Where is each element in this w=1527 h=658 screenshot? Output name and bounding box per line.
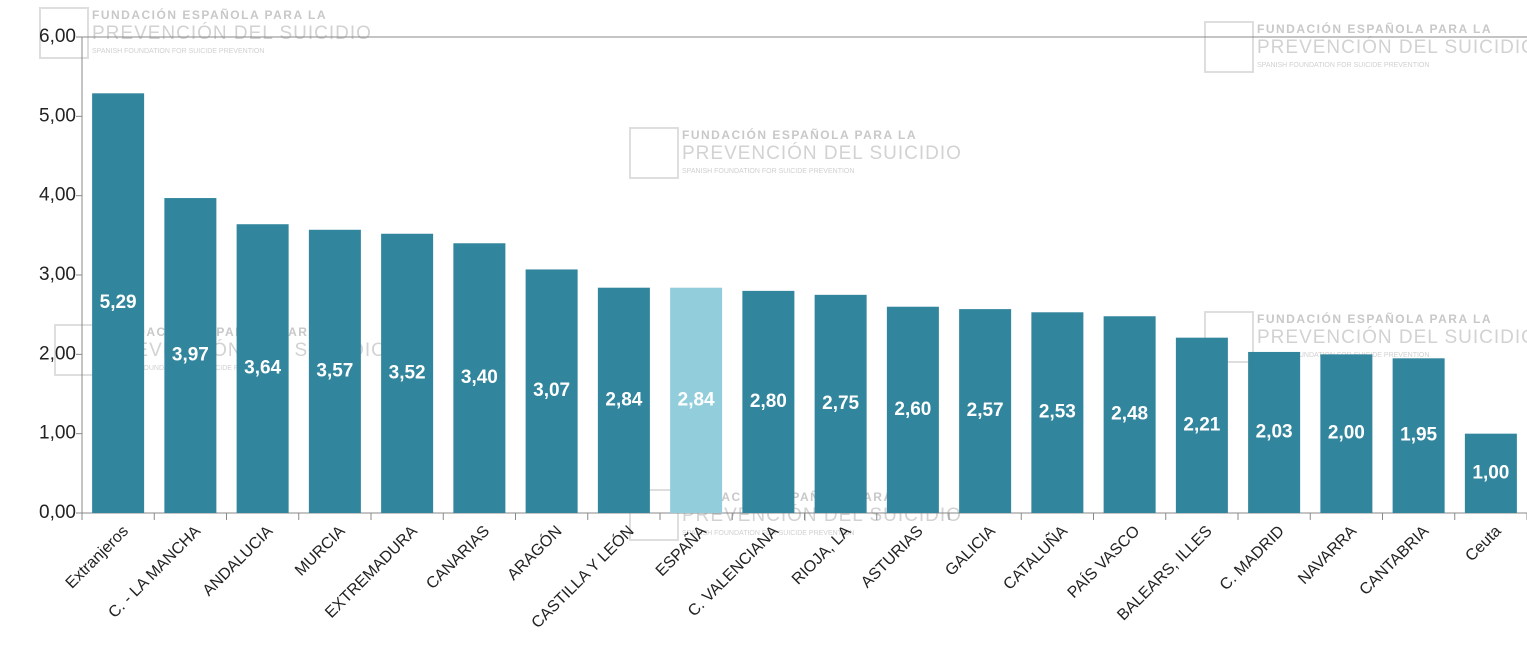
bar [1103,316,1156,513]
bar [1464,433,1517,513]
value-label: 1,95 [1400,425,1437,446]
x-tick-label: CATALUÑA [998,520,1071,593]
value-label: 2,80 [750,391,787,412]
bar [381,233,434,513]
x-tick-label: PAÍS VASCO [1063,521,1143,601]
x-tick-label: ASTURIAS [858,523,927,592]
x-tick-label: CANTABRIA [1356,523,1432,599]
watermark-frame [629,127,679,179]
value-label: 2,75 [822,393,859,414]
bar [1175,337,1228,513]
y-tick-label: 3,00 [39,264,76,285]
bar [742,290,795,513]
watermark-line: SPANISH FOUNDATION FOR SUICIDE PREVENTIO… [92,48,264,55]
value-label: 2,48 [1111,404,1148,425]
watermark-line: PREVENCIÓN DEL SUICIDIO [1257,326,1527,348]
value-label: 3,64 [244,358,281,379]
watermark-frame [1204,311,1254,363]
watermark-line: PREVENCIÓN DEL SUICIDIO [92,22,372,44]
value-label: 3,40 [461,367,498,388]
bar [1031,312,1084,513]
bar [453,243,506,513]
y-tick-label: 0,00 [39,502,76,523]
x-tick-label: ESPAÑA [651,520,710,579]
bar [1248,351,1301,513]
watermark-frame [39,7,89,59]
x-tick-label: Ceuta [1462,523,1504,565]
y-tick-label: 5,00 [39,105,76,126]
watermark-line: PREVENCIÓN DEL SUICIDIO [682,142,962,164]
y-tick-label: 6,00 [39,26,76,47]
value-label: 2,03 [1256,421,1293,442]
bar [308,229,361,513]
value-label: 2,53 [1039,402,1076,423]
value-label: 3,57 [316,360,353,381]
x-tick-label: CANARIAS [423,523,493,593]
watermark-line: SPANISH FOUNDATION FOR SUICIDE PREVENTIO… [682,530,854,537]
x-tick-label: ANDALUCIA [200,523,277,600]
watermark-frame [1204,21,1254,73]
x-tick-label: Extranjeros [63,523,132,592]
watermark-line: PREVENCIÓN DEL SUICIDIO [1257,36,1527,58]
watermark-line: FUNDACIÓN ESPAÑOLA PARA LA [1257,311,1492,326]
bar [164,198,217,513]
value-label: 2,57 [967,400,1004,421]
watermark-line: SPANISH FOUNDATION FOR SUICIDE PREVENTIO… [1257,62,1429,69]
bar [236,224,289,513]
value-label: 2,21 [1183,414,1220,435]
value-label: 3,07 [533,380,570,401]
bar [92,93,145,514]
y-tick-label: 1,00 [39,423,76,444]
bar [886,306,939,513]
bar [670,287,723,513]
bar [1320,354,1373,513]
bar [525,269,578,513]
x-tick-label: C. MADRID [1217,523,1288,594]
value-label: 2,60 [894,399,931,420]
watermark-frame [629,489,679,541]
x-tick-label: ARAGÓN [503,521,565,583]
value-label: 2,84 [678,389,715,410]
x-tick-label: GALICIA [942,523,999,580]
watermark-line: FUNDACIÓN ESPAÑOLA PARA LA [92,7,327,22]
value-label: 2,84 [605,389,642,410]
watermark-line: SPANISH FOUNDATION FOR SUICIDE PREVENTIO… [682,168,854,175]
value-label: 3,52 [389,362,426,383]
bar [814,294,867,513]
y-tick-label: 2,00 [39,343,76,364]
bar [959,309,1012,513]
x-tick-label: MURCIA [292,523,349,580]
y-tick-label: 4,00 [39,185,76,206]
value-label: 1,00 [1472,462,1509,483]
x-tick-label: NAVARRA [1295,523,1360,588]
watermark-line: FUNDACIÓN ESPAÑOLA PARA LA [682,127,917,142]
bar [1392,358,1445,513]
value-label: 3,97 [172,345,209,366]
watermark-line: FUNDACIÓN ESPAÑOLA PARA LA [1257,21,1492,36]
bar [597,287,650,513]
value-label: 2,00 [1328,423,1365,444]
value-label: 5,29 [100,292,137,313]
